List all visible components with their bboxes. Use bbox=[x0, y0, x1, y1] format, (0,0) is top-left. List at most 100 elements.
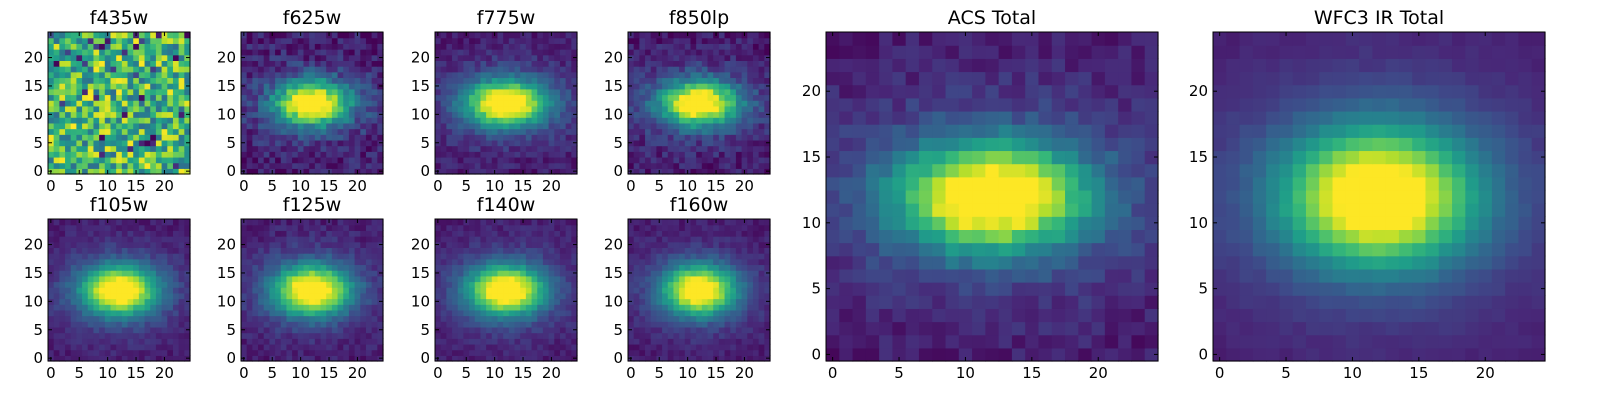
heatmap-cell bbox=[110, 258, 117, 266]
heatmap-cell bbox=[121, 88, 129, 96]
heatmap-cell bbox=[696, 122, 703, 130]
heatmap-cell bbox=[469, 77, 476, 84]
heatmap-cell bbox=[491, 292, 499, 300]
heatmap-cell bbox=[309, 139, 316, 147]
heatmap-cell bbox=[486, 32, 493, 39]
heatmap-cell bbox=[116, 309, 123, 317]
heatmap-cell bbox=[525, 54, 533, 61]
heatmap-cell bbox=[457, 253, 464, 260]
heatmap-cell bbox=[758, 32, 765, 39]
heatmap-cell bbox=[144, 315, 151, 322]
x-tick-label: 20 bbox=[542, 364, 561, 382]
heatmap-cell bbox=[70, 236, 77, 243]
heatmap-cell bbox=[707, 292, 714, 300]
heatmap-cell bbox=[520, 247, 527, 254]
heatmap-cell bbox=[297, 304, 305, 311]
heatmap-cell bbox=[559, 60, 567, 67]
heatmap-cell bbox=[497, 332, 504, 339]
heatmap-cell bbox=[104, 298, 112, 305]
heatmap-cell bbox=[628, 66, 635, 73]
heatmap-cell bbox=[133, 37, 140, 44]
heatmap-cell bbox=[463, 37, 470, 44]
heatmap-cell bbox=[469, 343, 476, 351]
heatmap-cell bbox=[508, 100, 516, 107]
heatmap-cell bbox=[371, 304, 378, 311]
heatmap-cell bbox=[320, 343, 327, 351]
heatmap-cell bbox=[673, 332, 680, 339]
heatmap-cell bbox=[150, 151, 157, 158]
heatmap-cell bbox=[724, 128, 731, 135]
heatmap-cell bbox=[707, 321, 714, 328]
heatmap-cell bbox=[713, 77, 720, 84]
heatmap-cell bbox=[320, 338, 327, 345]
heatmap-cell bbox=[639, 117, 646, 124]
heatmap-cell bbox=[480, 264, 487, 271]
heatmap-cell bbox=[696, 304, 703, 311]
heatmap-cell bbox=[684, 275, 692, 283]
heatmap-cell bbox=[309, 77, 316, 84]
heatmap-cell bbox=[730, 281, 737, 288]
heatmap-cell bbox=[309, 219, 316, 226]
heatmap-cell bbox=[571, 230, 578, 237]
heatmap-cell bbox=[571, 264, 578, 271]
heatmap-cell bbox=[741, 111, 748, 118]
heatmap-cell bbox=[377, 230, 384, 237]
heatmap-cell bbox=[99, 224, 106, 231]
heatmap-cell bbox=[326, 37, 333, 44]
heatmap-cell bbox=[110, 236, 117, 243]
heatmap-cell bbox=[650, 281, 657, 288]
heatmap-cell bbox=[133, 60, 140, 67]
heatmap-cell bbox=[741, 66, 748, 73]
heatmap-cell bbox=[292, 122, 299, 130]
heatmap-cell bbox=[679, 32, 686, 39]
heatmap-cell bbox=[337, 156, 344, 164]
heatmap-cell bbox=[99, 134, 106, 141]
heatmap-cell bbox=[497, 49, 504, 56]
heatmap-cell bbox=[138, 54, 146, 61]
heatmap-cell bbox=[679, 128, 686, 135]
heatmap-cell bbox=[537, 275, 544, 283]
heatmap-cell bbox=[503, 224, 510, 231]
heatmap-cell bbox=[559, 236, 567, 243]
heatmap-cell bbox=[70, 253, 77, 260]
heatmap-cell bbox=[491, 128, 499, 135]
heatmap-cell bbox=[303, 264, 310, 271]
heatmap-cell bbox=[292, 94, 299, 101]
heatmap-cell bbox=[690, 304, 697, 311]
heatmap-cell bbox=[314, 275, 322, 283]
heatmap-cell bbox=[280, 270, 288, 277]
heatmap-cell bbox=[314, 309, 322, 317]
heatmap-cell bbox=[286, 151, 293, 158]
heatmap-cell bbox=[133, 151, 140, 158]
heatmap-cell bbox=[559, 230, 567, 237]
heatmap-cell bbox=[110, 71, 117, 79]
heatmap-cell bbox=[633, 281, 640, 288]
heatmap-cell bbox=[48, 162, 55, 169]
heatmap-cell bbox=[571, 253, 578, 260]
heatmap-cell bbox=[127, 66, 134, 73]
heatmap-cell bbox=[127, 338, 134, 345]
heatmap-cell bbox=[639, 270, 646, 277]
heatmap-cell bbox=[354, 281, 361, 288]
heatmap-cell bbox=[116, 88, 123, 96]
heatmap-cell bbox=[525, 304, 533, 311]
heatmap-cell bbox=[354, 343, 361, 351]
heatmap-cell bbox=[144, 292, 151, 300]
heatmap-cell bbox=[508, 241, 516, 248]
heatmap-cell bbox=[758, 117, 765, 124]
heatmap-cell bbox=[275, 349, 282, 356]
heatmap-cell bbox=[348, 253, 356, 260]
heatmap-cell bbox=[53, 224, 60, 231]
heatmap-cell bbox=[486, 100, 493, 107]
heatmap-cell bbox=[548, 122, 555, 130]
heatmap-cell bbox=[269, 349, 276, 356]
heatmap-cell bbox=[87, 54, 95, 61]
heatmap-cell bbox=[59, 49, 66, 56]
heatmap-cells bbox=[48, 32, 191, 175]
heatmap-cell bbox=[696, 156, 703, 164]
heatmap-cell bbox=[93, 349, 100, 356]
heatmap-cell bbox=[463, 117, 470, 124]
axes-frame bbox=[47, 31, 191, 175]
heatmap-cell bbox=[76, 88, 83, 96]
heatmap-cell bbox=[565, 258, 572, 266]
